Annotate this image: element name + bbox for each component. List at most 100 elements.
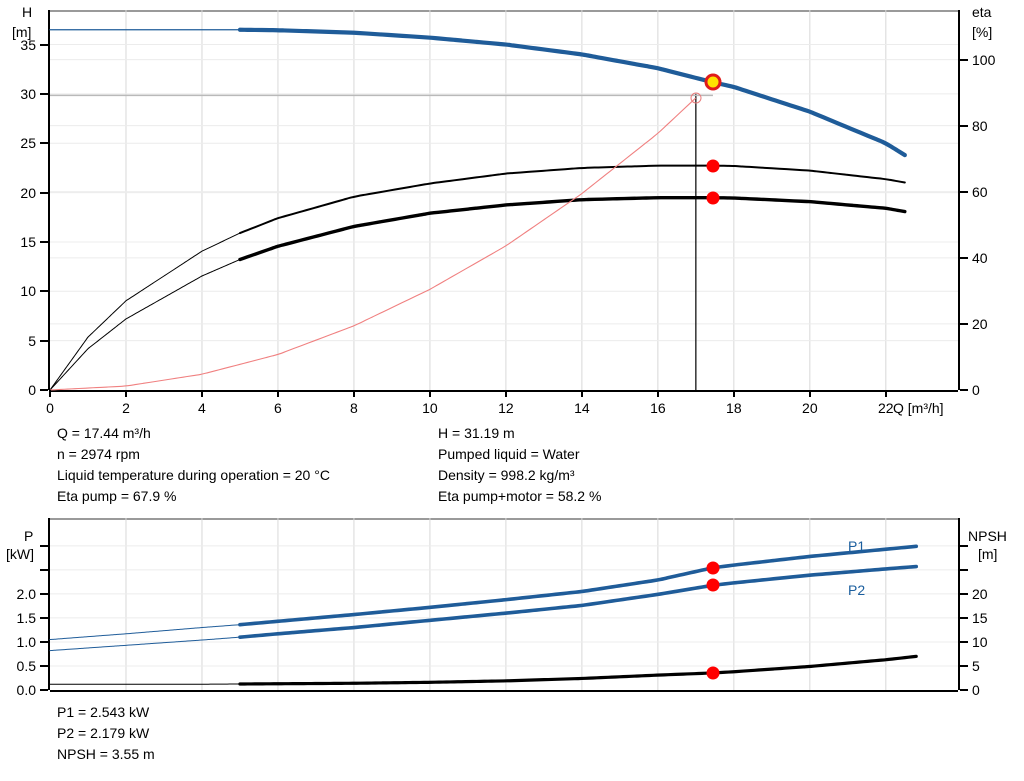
h-axis-unit: [m] [12, 24, 32, 40]
npsh-tick [960, 592, 968, 595]
q-tick-label: 18 [726, 400, 742, 416]
operating-data-right-line-4: Eta pump+motor = 58.2 % [438, 488, 602, 504]
p1-curve-label: P1 [848, 538, 866, 554]
top-chart-bottom-axis [50, 390, 958, 392]
h-tick-label: 5 [28, 332, 36, 349]
h-tick [40, 92, 48, 95]
bottom-chart-right-axis [958, 518, 960, 690]
p-axis-unit: [kW] [6, 546, 34, 562]
power-data-line-3: NPSH = 3.55 m [57, 746, 155, 762]
h-tick-label: 25 [20, 135, 36, 152]
eta-axis-unit: [%] [972, 24, 993, 40]
p-tick-label: 0.5 [16, 657, 36, 674]
p-tick [40, 689, 48, 691]
q-tick [200, 390, 203, 397]
p-tick [40, 544, 48, 547]
p-tick [40, 616, 48, 619]
eta-tick [960, 58, 968, 61]
q-tick [352, 390, 355, 397]
h-tick [40, 339, 48, 342]
power-data-line-2: P2 = 2.179 kW [57, 725, 150, 741]
h-tick [40, 142, 48, 145]
eta-tick-label: 60 [972, 183, 988, 200]
h-tick [40, 389, 48, 391]
eta-pump-point [706, 159, 720, 173]
npsh-tick-label: 15 [972, 609, 988, 626]
q-tick [428, 390, 431, 397]
operating-data-right-line-3: Density = 998.2 kg/m³ [438, 467, 575, 483]
bottom-chart-bottom-axis [50, 690, 958, 692]
q-tick [124, 390, 127, 397]
h-tick [40, 290, 48, 293]
top-chart-curves [49, 10, 958, 391]
h-tick-label: 0 [28, 382, 36, 398]
q-tick-label: 4 [198, 400, 206, 416]
p-tick [40, 568, 48, 571]
p-axis-title: P [24, 528, 34, 544]
q-tick [504, 390, 507, 397]
q-tick-label: 12 [498, 400, 514, 416]
h-tick-label: 35 [20, 36, 36, 53]
operating-data-left-line-1: Q = 17.44 m³/h [57, 425, 151, 441]
h-tick-label: 30 [20, 85, 36, 102]
p-tick-label: 2.0 [16, 585, 36, 602]
npsh-tick [960, 568, 968, 571]
npsh-tick-label: 5 [972, 657, 980, 674]
npsh-axis-unit: [m] [978, 546, 998, 562]
p-tick [40, 592, 48, 595]
q-tick-label: 16 [650, 400, 666, 416]
p-tick-label: 1.5 [16, 609, 36, 626]
q-tick [884, 390, 887, 397]
bottom-plot-background [50, 518, 958, 690]
h-axis-title: H [22, 4, 33, 20]
operating-data-left-line-2: n = 2974 rpm [57, 446, 140, 462]
operating-data-right-line-1: H = 31.19 m [438, 425, 515, 441]
npsh-tick-label: 20 [972, 585, 988, 602]
eta-tick [960, 322, 968, 325]
h-tick-label: 10 [20, 283, 36, 300]
q-tick [276, 390, 279, 397]
bottom-chart-top-border [50, 518, 958, 520]
npsh-tick [960, 616, 968, 619]
p-tick [40, 640, 48, 643]
p-tick-label: 0.0 [16, 682, 36, 698]
bottom-chart-left-axis [48, 518, 50, 690]
q-axis-title-top: Q [m³/h] [893, 400, 944, 416]
top-chart-right-axis [958, 10, 960, 390]
power-data-line-1: P1 = 2.543 kW [57, 704, 150, 720]
eta-tick-label: 80 [972, 117, 988, 134]
q-tick [732, 390, 735, 397]
system-curve-point [690, 92, 702, 104]
bottom-chart-curves [49, 518, 958, 690]
npsh-tick [960, 689, 968, 691]
npsh-point [706, 666, 720, 680]
eta-tick-label: 0 [972, 382, 980, 398]
q-tick [49, 390, 51, 397]
npsh-tick-label: 10 [972, 633, 988, 650]
eta-tick [960, 389, 968, 391]
q-tick-label: 20 [802, 400, 818, 416]
eta-tick-label: 40 [972, 249, 988, 266]
q-tick-label: 22 [878, 400, 894, 416]
eta-tick [960, 190, 968, 193]
eta-tick [960, 124, 968, 127]
q-tick [808, 390, 811, 397]
eta-pump-motor-point [706, 191, 720, 205]
operating-data-left-line-3: Liquid temperature during operation = 20… [57, 467, 330, 483]
operating-data-right-line-2: Pumped liquid = Water [438, 446, 580, 462]
eta-tick-label: 100 [972, 51, 996, 68]
p-tick [40, 664, 48, 667]
npsh-tick [960, 664, 968, 667]
p-tick-label: 1.0 [16, 633, 36, 650]
npsh-tick [960, 544, 968, 547]
head-eta-chart [48, 10, 960, 392]
q-tick-label: 14 [574, 400, 590, 416]
eta-axis-title: eta [972, 4, 992, 20]
q-tick-label: 10 [422, 400, 438, 416]
q-tick-label: 8 [350, 400, 358, 416]
q-tick [656, 390, 659, 397]
h-tick-label: 15 [20, 233, 36, 250]
eta-tick [960, 256, 968, 259]
q-tick-label: 6 [274, 400, 282, 416]
